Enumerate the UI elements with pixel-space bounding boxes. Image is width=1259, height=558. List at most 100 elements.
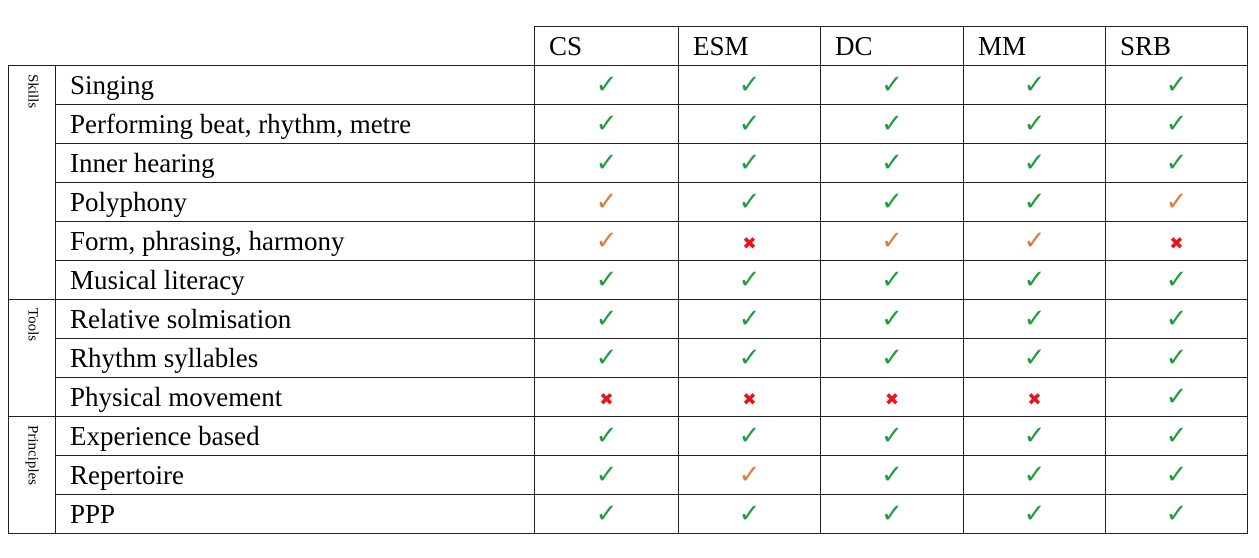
check-icon: ✓ [738, 109, 761, 139]
check-icon: ✓ [881, 343, 903, 373]
check-icon: ✓ [1165, 187, 1188, 217]
check-icon: ✓ [738, 421, 761, 451]
check-icon: ✓ [1023, 304, 1046, 334]
value-cell: ✖ [1105, 221, 1248, 261]
check-icon: ✓ [881, 109, 903, 139]
value-cell: ✓ [1105, 182, 1248, 222]
value-cell: ✓ [963, 104, 1106, 144]
value-cell: ✓ [820, 182, 964, 222]
table-row: Physical movement ✖ ✖ ✖ ✖ ✓ [9, 377, 1248, 417]
value-cell: ✓ [678, 143, 821, 183]
value-cell: ✓ [820, 221, 964, 261]
value-cell: ✓ [678, 299, 821, 339]
group-cell: Principles [8, 416, 56, 534]
check-icon: ✓ [738, 343, 761, 373]
cross-icon: ✖ [742, 234, 757, 254]
check-icon: ✓ [595, 421, 618, 451]
value-cell: ✓ [820, 260, 964, 300]
value-cell: ✓ [678, 104, 821, 144]
header-blank [8, 26, 535, 66]
value-cell: ✓ [820, 494, 964, 534]
value-cell: ✓ [963, 221, 1106, 261]
row-label: Physical movement [55, 377, 535, 417]
check-icon: ✓ [881, 187, 903, 217]
comparison-table: CS ESM DC MM SRB Skills Singing ✓ ✓ ✓ ✓ ✓ Performin… [8, 26, 1248, 534]
row-label: Singing [55, 65, 535, 105]
cross-icon: ✖ [884, 390, 900, 410]
value-cell: ✓ [820, 338, 964, 378]
table-row: Skills Singing ✓ ✓ ✓ ✓ ✓ [8, 65, 1248, 300]
check-icon: ✓ [1023, 226, 1046, 256]
value-cell: ✓ [1105, 104, 1248, 144]
value-cell: ✓ [678, 338, 821, 378]
check-icon: ✓ [738, 265, 761, 295]
check-icon: ✓ [1023, 109, 1046, 139]
table-row: Polyphony ✓ ✓ ✓ ✓ ✓ [9, 182, 1248, 222]
value-cell: ✓ [534, 260, 679, 300]
value-cell: ✓ [534, 182, 679, 222]
value-cell: ✓ [534, 299, 679, 339]
check-icon: ✓ [881, 499, 903, 529]
check-icon: ✓ [595, 109, 618, 139]
check-icon: ✓ [1165, 304, 1188, 334]
value-cell: ✓ [963, 494, 1106, 534]
check-icon: ✓ [1023, 148, 1046, 178]
column-header-mm: MM [963, 26, 1106, 66]
row-label: Polyphony [55, 182, 535, 222]
table-row: Inner hearing ✓ ✓ ✓ ✓ ✓ [9, 143, 1248, 183]
column-header-srb: SRB [1105, 26, 1248, 66]
check-icon: ✓ [595, 343, 618, 373]
value-cell: ✓ [678, 416, 821, 456]
table-row: Form, phrasing, harmony ✓ ✖ ✓ ✓ ✖ [9, 221, 1248, 261]
row-label: Rhythm syllables [55, 338, 535, 378]
row-label: Form, phrasing, harmony [55, 221, 535, 261]
value-cell: ✓ [1105, 416, 1248, 456]
check-icon: ✓ [1023, 265, 1046, 295]
check-icon: ✓ [881, 70, 903, 100]
check-icon: ✓ [1023, 343, 1046, 373]
value-cell: ✓ [534, 65, 679, 105]
value-cell: ✖ [534, 377, 679, 417]
check-icon: ✓ [595, 499, 618, 529]
value-cell: ✓ [534, 104, 679, 144]
value-cell: ✓ [1105, 494, 1248, 534]
check-icon: ✓ [1165, 460, 1188, 490]
cross-icon: ✖ [742, 390, 757, 410]
check-icon: ✓ [738, 148, 761, 178]
group-label: Skills [24, 74, 41, 109]
value-cell: ✓ [820, 455, 964, 495]
check-icon: ✓ [1165, 265, 1188, 295]
value-cell: ✓ [678, 455, 821, 495]
value-cell: ✓ [820, 416, 964, 456]
check-icon: ✓ [595, 70, 618, 100]
check-icon: ✓ [738, 187, 761, 217]
value-cell: ✓ [963, 416, 1106, 456]
value-cell: ✓ [820, 143, 964, 183]
table-row: Performing beat, rhythm, metre ✓ ✓ ✓ ✓ ✓ [9, 104, 1248, 144]
value-cell: ✓ [534, 338, 679, 378]
value-cell: ✓ [820, 299, 964, 339]
table-row: PPP ✓ ✓ ✓ ✓ ✓ [9, 494, 1248, 534]
value-cell: ✓ [1105, 338, 1248, 378]
value-cell: ✖ [678, 377, 821, 417]
value-cell: ✓ [678, 260, 821, 300]
value-cell: ✓ [963, 455, 1106, 495]
cross-icon: ✖ [599, 390, 614, 410]
check-icon: ✓ [1023, 499, 1046, 529]
check-icon: ✓ [1165, 343, 1188, 373]
check-icon: ✓ [1023, 70, 1046, 100]
table-row: Principles Experience based ✓ ✓ ✓ ✓ ✓ [8, 416, 1248, 534]
table-row: Rhythm syllables ✓ ✓ ✓ ✓ ✓ [9, 338, 1248, 378]
value-cell: ✖ [820, 377, 964, 417]
column-header-cs: CS [534, 26, 679, 66]
group-label: Tools [24, 308, 41, 342]
value-cell: ✓ [963, 299, 1106, 339]
check-icon: ✓ [595, 265, 618, 295]
cross-icon: ✖ [1169, 234, 1184, 254]
value-cell: ✓ [1105, 260, 1248, 300]
value-cell: ✖ [678, 221, 821, 261]
value-cell: ✖ [963, 377, 1106, 417]
group-cell: Tools [8, 299, 56, 417]
row-label: Relative solmisation [55, 299, 535, 339]
check-icon: ✓ [1165, 148, 1188, 178]
